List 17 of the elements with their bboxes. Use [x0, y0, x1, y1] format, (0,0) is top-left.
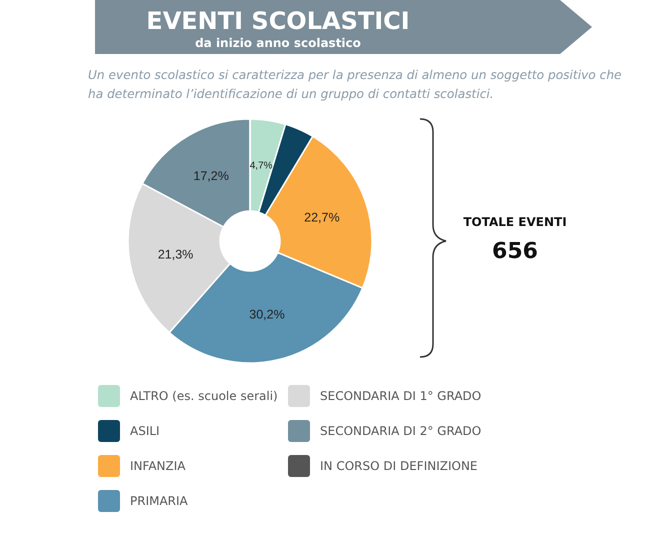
legend-label: SECONDARIA DI 1° GRADO: [320, 389, 482, 403]
data-label: 4,7%: [250, 160, 273, 172]
chart-subtitle: da inizio anno scolastico: [195, 36, 361, 50]
text: 656: [492, 239, 538, 264]
text: TOTALE EVENTI: [463, 215, 567, 229]
legend-label: INFANZIA: [130, 459, 186, 473]
text: Un evento scolastico si caratterizza per la presenza di almeno un soggetto positivo che ha determinato l’identificazione di un gruppo di contatti scolastici.: [88, 68, 622, 101]
legend-label: IN CORSO DI DEFINIZIONE: [320, 459, 478, 473]
chart-title: EVENTI SCOLASTICI: [146, 7, 410, 35]
legend-label: SECONDARIA DI 2° GRADO: [320, 424, 482, 438]
legend-label: ALTRO (es. scuole serali): [130, 389, 278, 403]
data-label: 30,2%: [249, 308, 285, 322]
data-label: 21,3%: [158, 247, 194, 262]
data-label: 17,2%: [193, 169, 229, 184]
legend-label: PRIMARIA: [130, 494, 189, 508]
data-label: 22,7%: [304, 210, 340, 224]
legend-label: ASILI: [130, 424, 160, 438]
